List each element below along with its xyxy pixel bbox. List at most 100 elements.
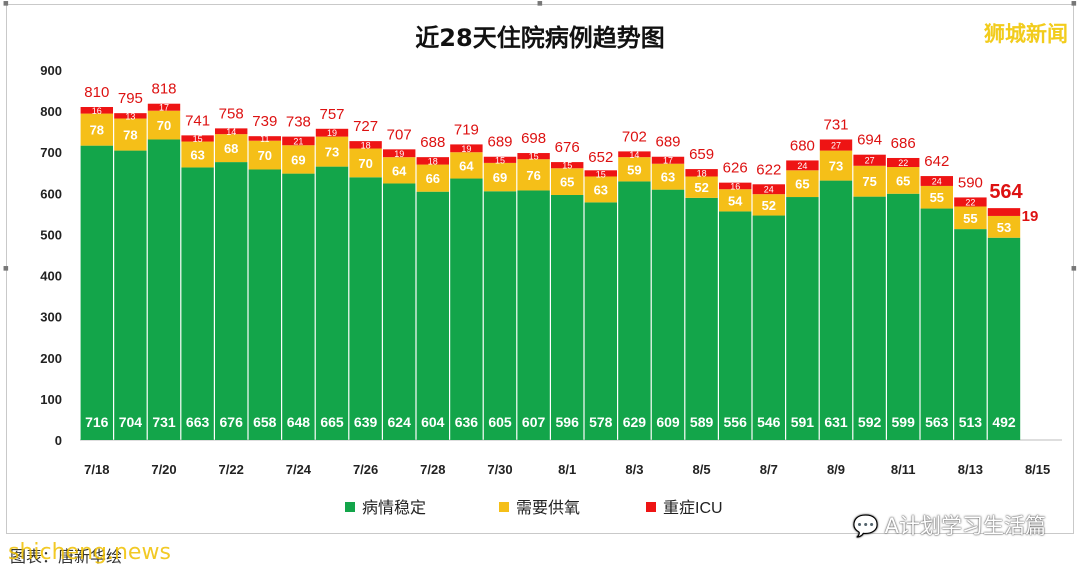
bar-segment-stable — [719, 211, 752, 440]
value-label-oxygen: 75 — [862, 174, 876, 189]
value-label-icu: 14 — [226, 127, 236, 137]
bar-segment-oxygen — [315, 136, 349, 167]
resize-handle-top-left[interactable]: ■ — [3, 0, 9, 7]
bar-segment-icu — [315, 128, 349, 137]
bar-segment-icu — [887, 157, 920, 168]
value-label-icu: 16 — [92, 106, 102, 116]
value-label-oxygen: 70 — [157, 118, 171, 133]
value-label-oxygen: 69 — [291, 152, 305, 167]
total-label: 622 — [756, 161, 781, 178]
value-label-oxygen: 63 — [190, 147, 204, 162]
total-label: 738 — [286, 114, 311, 131]
bar-segment-icu — [584, 170, 617, 177]
bar-segment-icu — [954, 197, 987, 207]
value-label-icu: 27 — [831, 141, 841, 151]
x-tick-label: 8/15 — [1025, 462, 1050, 477]
y-tick-label: 0 — [55, 433, 62, 448]
total-label: 689 — [655, 134, 680, 151]
bar-segment-oxygen — [987, 215, 1021, 238]
value-label-icu: 15 — [495, 155, 505, 165]
legend: 病情稳定 需要供氧 重症ICU — [345, 499, 723, 517]
x-tick-label: 7/26 — [353, 462, 378, 477]
value-label-stable: 604 — [421, 414, 445, 430]
x-tick-label: 8/3 — [625, 462, 643, 477]
value-label-stable: 716 — [85, 414, 109, 430]
legend-swatch — [646, 502, 656, 512]
bar-segment-oxygen — [651, 163, 685, 190]
value-label-icu: 19 — [461, 144, 471, 154]
bar-segment-stable — [80, 145, 113, 440]
bar-segment-icu — [551, 162, 584, 169]
bar-segment-icu — [349, 141, 382, 149]
total-label: 688 — [420, 134, 445, 151]
total-label: 689 — [487, 134, 512, 151]
value-label-icu: 22 — [965, 197, 975, 207]
value-label-oxygen: 64 — [459, 158, 474, 173]
y-tick-label: 800 — [40, 104, 62, 119]
total-label: 741 — [185, 112, 210, 129]
bar-segment-oxygen — [752, 194, 785, 216]
value-label-icu: 15 — [596, 170, 606, 180]
bar-segment-stable — [920, 208, 953, 440]
bar-segment-stable — [651, 189, 685, 440]
value-label-icu: 11 — [260, 134, 269, 144]
resize-handle-top[interactable]: ■ — [537, 0, 543, 7]
bar-segment-icu — [719, 182, 752, 190]
bar-segment-stable — [349, 177, 382, 441]
legend-swatch — [345, 502, 355, 512]
value-label-oxygen: 65 — [795, 177, 809, 192]
bar-segment-oxygen — [383, 157, 416, 184]
bar-segment-stable — [887, 193, 920, 440]
value-label-stable: 492 — [992, 414, 1016, 430]
y-tick-label: 500 — [40, 227, 62, 242]
y-tick-label: 700 — [40, 145, 62, 160]
value-label-icu: 19 — [394, 149, 404, 159]
value-label-oxygen: 70 — [258, 148, 272, 163]
resize-handle-right[interactable]: ■ — [1071, 265, 1077, 272]
bar-segment-oxygen — [551, 168, 584, 195]
bar-segment-oxygen — [584, 176, 617, 203]
legend-label: 需要供氧 — [516, 499, 580, 517]
value-label-oxygen: 63 — [661, 170, 675, 185]
value-label-stable: 636 — [455, 414, 479, 430]
bar-segment-icu — [987, 208, 1021, 216]
x-tick-label: 7/28 — [420, 462, 445, 477]
value-label-icu: 14 — [629, 150, 639, 160]
value-label-icu: 18 — [428, 156, 438, 166]
bar-segment-oxygen — [80, 113, 113, 146]
value-label-stable: 563 — [925, 414, 949, 430]
value-label-icu: 21 — [293, 136, 303, 146]
chart-title: 近28天住院病例趋势图 — [415, 24, 665, 52]
bar-segment-icu — [651, 156, 685, 164]
resize-handle-top-right[interactable]: ■ — [1071, 0, 1077, 7]
bar-segment-stable — [114, 150, 147, 441]
chat-bubble-icon: 💬 — [852, 514, 879, 538]
bar-segment-icu — [282, 136, 315, 146]
bar-segment-oxygen — [248, 140, 281, 170]
total-label: 757 — [319, 106, 344, 123]
bar-segment-stable — [315, 166, 349, 440]
x-tick-label: 7/20 — [151, 462, 176, 477]
bar-segment-stable — [383, 183, 416, 440]
value-label-icu: 18 — [361, 140, 371, 150]
x-tick-label: 7/22 — [219, 462, 244, 477]
resize-handle-left[interactable]: ■ — [3, 265, 9, 272]
bar-segment-icu — [819, 139, 853, 151]
value-label-stable: 663 — [186, 414, 210, 430]
bar-segment-icu — [920, 176, 953, 186]
total-label: 590 — [958, 174, 983, 191]
value-label-oxygen: 69 — [493, 170, 507, 185]
total-label: 702 — [622, 128, 647, 145]
value-label-icu: 13 — [125, 111, 135, 121]
bar-segment-icu — [114, 113, 147, 119]
bar-segment-stable — [215, 162, 248, 441]
bar-segment-icu — [685, 169, 718, 177]
value-label-stable: 704 — [119, 414, 143, 430]
total-label: 694 — [857, 132, 882, 149]
bar-segment-icu — [517, 153, 550, 160]
value-label-icu: 17 — [159, 103, 169, 113]
axes: 0 100 200 300 400 500 600 700 800 900 7/18 7/20 7/22… — [40, 63, 1062, 477]
value-label-oxygen: 64 — [392, 163, 407, 178]
total-label: 810 — [84, 84, 109, 101]
bar-segment-oxygen — [349, 148, 382, 178]
